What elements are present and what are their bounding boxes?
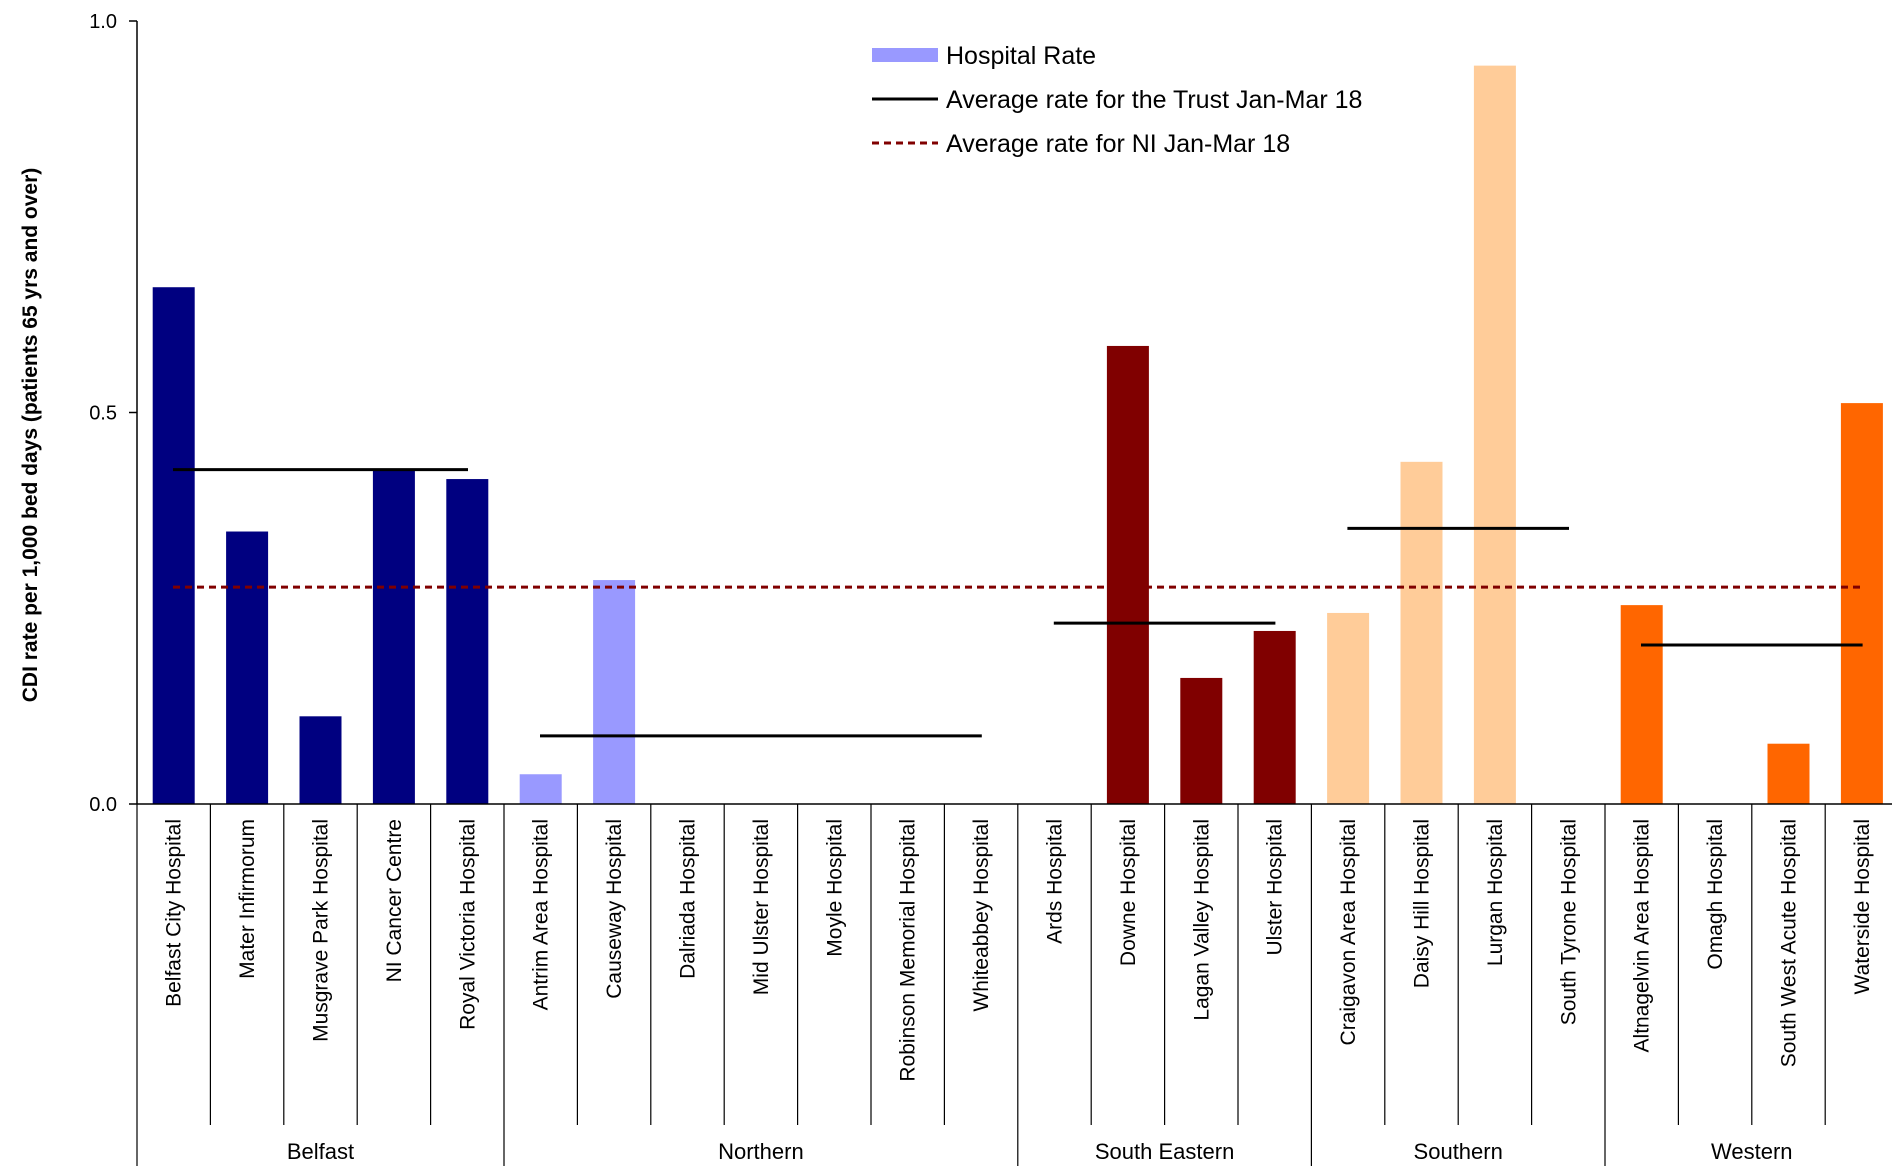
category-label: Royal Victoria Hospital bbox=[456, 819, 479, 1030]
bar bbox=[1620, 605, 1663, 804]
bar bbox=[1106, 345, 1149, 804]
category-label: Dalriada Hospital bbox=[677, 819, 700, 979]
y-axis: 0.0 0.5 1.0 bbox=[89, 11, 138, 816]
group-label: Northern bbox=[718, 1139, 804, 1164]
category-label: Ards Hospital bbox=[1044, 819, 1067, 944]
category-label: Craigavon Area Hospital bbox=[1337, 819, 1360, 1045]
legend-trust-label: Average rate for the Trust Jan-Mar 18 bbox=[946, 86, 1362, 114]
category-label: Antrim Area Hospital bbox=[530, 819, 553, 1010]
bar bbox=[372, 468, 415, 804]
category-label: Belfast City Hospital bbox=[163, 819, 186, 1007]
legend-bar-label: Hospital Rate bbox=[946, 42, 1096, 70]
category-label: Daisy Hill Hospital bbox=[1411, 819, 1434, 988]
category-label: Whiteabbey Hospital bbox=[970, 819, 993, 1012]
group-label: South Eastern bbox=[1095, 1139, 1234, 1164]
category-label: Robinson Memorial Hospital bbox=[897, 819, 920, 1082]
bar bbox=[1767, 743, 1810, 804]
bar bbox=[593, 580, 636, 804]
category-label: Mid Ulster Hospital bbox=[750, 819, 773, 995]
category-label: Musgrave Park Hospital bbox=[310, 819, 333, 1042]
y-axis-title: CDI rate per 1,000 bed days (patients 65… bbox=[19, 168, 42, 703]
bar bbox=[1253, 630, 1296, 804]
category-label: Downe Hospital bbox=[1117, 819, 1140, 966]
category-label: Causeway Hospital bbox=[603, 819, 626, 999]
legend: Hospital Rate Average rate for the Trust… bbox=[872, 42, 1362, 158]
category-label: Lurgan Hospital bbox=[1484, 819, 1507, 966]
x-axis: Belfast City Hospital Mater Infirmorum Mus… bbox=[136, 803, 1892, 1166]
bar bbox=[299, 716, 342, 804]
bar bbox=[1473, 65, 1516, 805]
y-tick-label: 0.0 bbox=[89, 794, 117, 816]
legend-ni-label: Average rate for NI Jan-Mar 18 bbox=[946, 130, 1290, 158]
category-label: Ulster Hospital bbox=[1264, 819, 1287, 956]
y-tick-label: 1.0 bbox=[89, 11, 117, 33]
bar bbox=[519, 774, 562, 804]
bar bbox=[152, 287, 195, 805]
bar bbox=[446, 479, 489, 804]
category-label: Mater Infirmorum bbox=[236, 819, 259, 979]
group-label: Western bbox=[1711, 1139, 1793, 1164]
y-tick-label: 0.5 bbox=[89, 403, 117, 425]
group-label: Southern bbox=[1414, 1139, 1503, 1164]
category-label: South Tyrone Hospital bbox=[1557, 819, 1580, 1025]
category-label: Altnagelvin Area Hospital bbox=[1631, 819, 1654, 1052]
category-label: Lagan Valley Hospital bbox=[1190, 819, 1213, 1021]
bars bbox=[152, 65, 1883, 805]
category-label: Waterside Hospital bbox=[1851, 819, 1874, 994]
bar bbox=[226, 531, 269, 804]
trust-average-lines bbox=[173, 468, 1863, 738]
category-label: Moyle Hospital bbox=[823, 819, 846, 957]
category-label: South West Acute Hospital bbox=[1778, 819, 1801, 1067]
category-label: NI Cancer Centre bbox=[383, 819, 406, 982]
group-label: Belfast bbox=[287, 1139, 354, 1164]
category-label: Omagh Hospital bbox=[1704, 819, 1727, 970]
bar bbox=[1840, 403, 1883, 804]
bar bbox=[1180, 677, 1223, 804]
bar bbox=[1400, 461, 1443, 804]
legend-bar-swatch bbox=[872, 48, 938, 62]
bar bbox=[1327, 612, 1370, 804]
